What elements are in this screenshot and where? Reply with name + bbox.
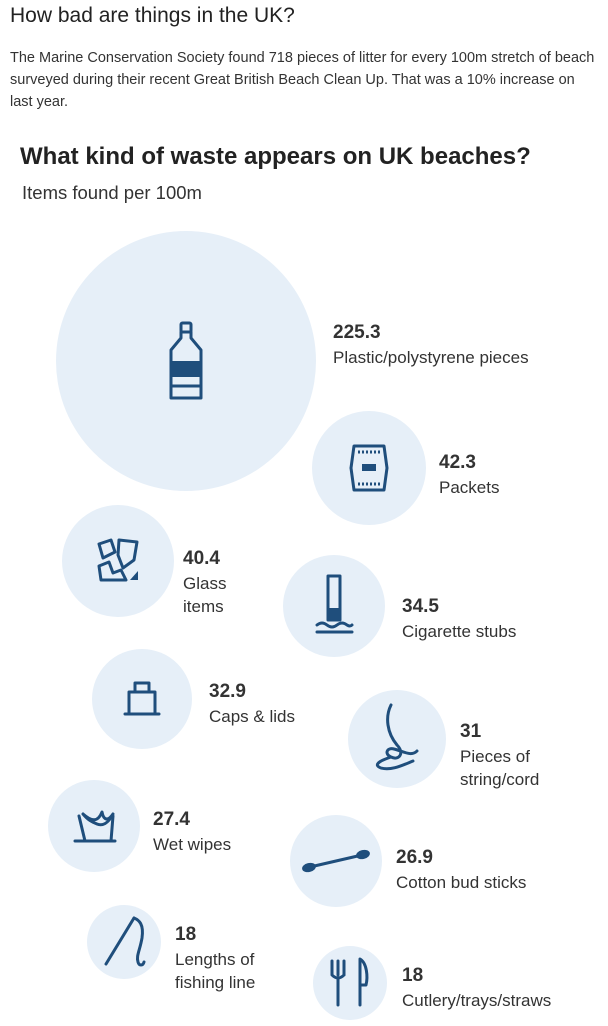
cutlery-icon: [330, 957, 369, 1007]
value-label: 26.9: [396, 847, 433, 868]
value-label: 42.3: [439, 452, 476, 473]
bubble-caps-lids: [92, 649, 192, 749]
category-label: Pieces of: [460, 747, 530, 766]
category-label: fishing line: [175, 973, 255, 992]
article-heading: How bad are things in the UK?: [10, 4, 295, 27]
bubble-glass-items: [62, 505, 174, 617]
value-label: 32.9: [209, 681, 246, 702]
category-label: Glass: [183, 574, 226, 593]
value-label: 18: [175, 924, 196, 945]
value-label: 40.4: [183, 548, 220, 569]
category-label: items: [183, 597, 224, 616]
category-label: string/cord: [460, 770, 539, 789]
plastic-bottle-icon: [169, 321, 203, 400]
value-label: 31: [460, 721, 482, 742]
category-label: Cutlery/trays/straws: [402, 991, 551, 1010]
wet-wipes-icon: [73, 810, 117, 843]
value-label: 27.4: [153, 809, 190, 830]
category-label: Caps & lids: [209, 707, 295, 726]
value-label: 34.5: [402, 596, 439, 617]
category-label: Cotton bud sticks: [396, 873, 526, 892]
bubble-cutlery-trays-straws: [313, 946, 387, 1020]
broken-glass-icon: [97, 538, 139, 582]
cap-icon: [123, 681, 161, 716]
category-label: Packets: [439, 478, 499, 497]
bubble-wet-wipes: [48, 780, 140, 872]
category-label: Cigarette stubs: [402, 622, 516, 641]
cotton-bud-icon: [302, 849, 370, 873]
bubble-cigarette-stubs: [283, 555, 385, 657]
category-label: Plastic/polystyrene pieces: [333, 348, 529, 367]
bubble-lengths-of-fishing-line: [87, 905, 161, 979]
cigarette-stub-icon: [315, 574, 354, 634]
chart-subtitle: Items found per 100m: [22, 182, 202, 203]
value-label: 18: [402, 965, 423, 986]
packet-icon: [349, 444, 389, 492]
chart-title: What kind of waste appears on UK beaches…: [20, 143, 531, 170]
value-label: 225.3: [333, 322, 381, 343]
article-intro: The Marine Conservation Society found 71…: [10, 50, 595, 110]
string-icon: [375, 703, 419, 771]
category-label: Wet wipes: [153, 835, 231, 854]
bubble-pieces-of-string-cord: [348, 690, 446, 788]
fishing-line-icon: [104, 916, 146, 967]
category-label: Lengths of: [175, 950, 255, 969]
